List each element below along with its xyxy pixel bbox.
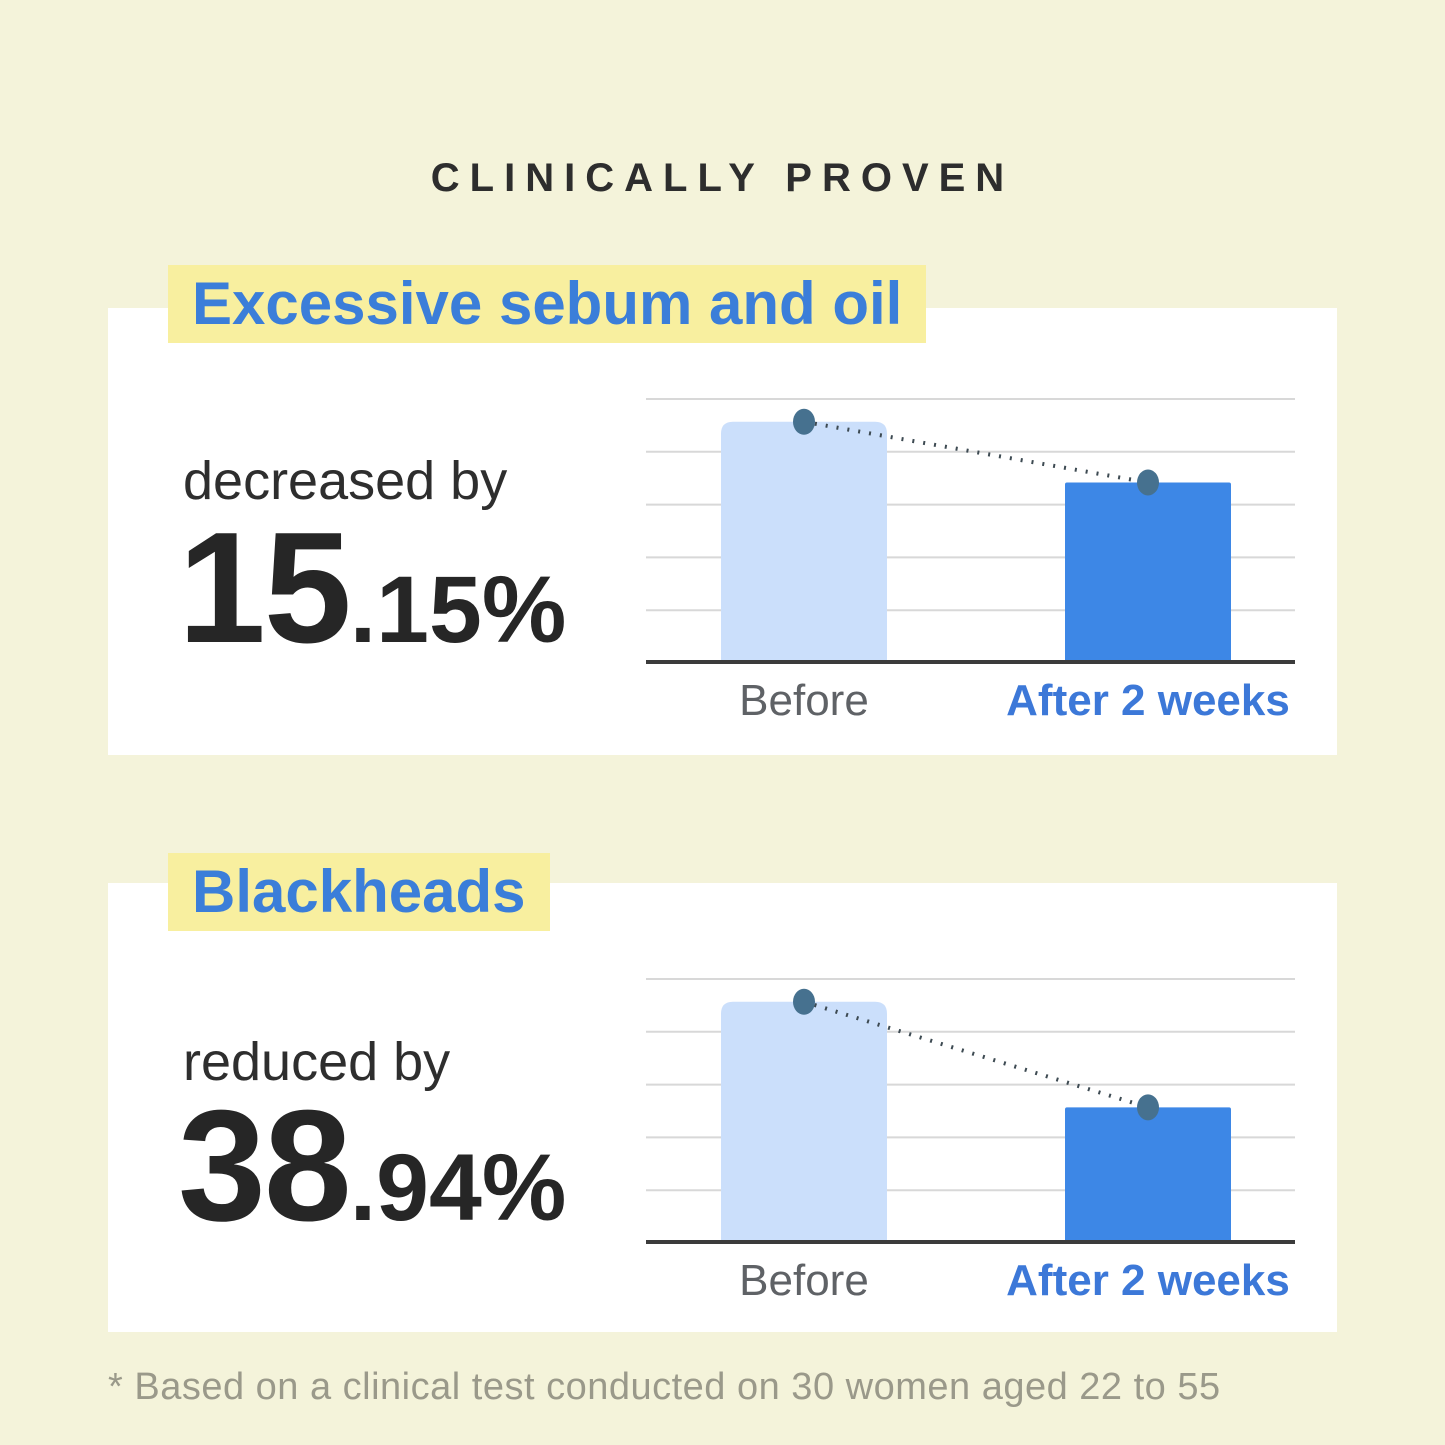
- blackheads-change-label: reduced by: [183, 1032, 451, 1092]
- sebum-heading-highlight: Excessive sebum and oil: [168, 265, 927, 343]
- sebum-percent-value: 15.15%: [178, 509, 566, 667]
- sebum-chart-plot: [646, 398, 1295, 668]
- blackheads-percent-fraction: .94%: [349, 1135, 567, 1241]
- sebum-after-label: After 2 weeks: [1006, 676, 1290, 725]
- footnote: * Based on a clinical test conducted on …: [108, 1366, 1221, 1408]
- sebum-bar-chart: Before After 2 weeks: [646, 398, 1295, 738]
- sebum-before-label: Before: [739, 676, 869, 725]
- blackheads-before-label: Before: [739, 1256, 869, 1305]
- blackheads-heading: Blackheads: [192, 858, 526, 925]
- sebum-percent-integer: 15: [178, 500, 352, 676]
- blackheads-heading-highlight: Blackheads: [168, 853, 550, 931]
- blackheads-after-label: After 2 weeks: [1006, 1256, 1290, 1305]
- page-title: CLINICALLY PROVEN: [430, 156, 1015, 200]
- sebum-card: decreased by 15.15% Before After 2 weeks: [108, 308, 1337, 755]
- sebum-percent-fraction: .15%: [349, 557, 567, 663]
- blackheads-bar-chart: Before After 2 weeks: [646, 978, 1295, 1318]
- blackheads-percent-value: 38.94%: [178, 1087, 566, 1245]
- blackheads-chart-plot: [646, 978, 1295, 1248]
- sebum-change-label: decreased by: [183, 451, 508, 511]
- blackheads-percent-integer: 38: [178, 1078, 352, 1254]
- blackheads-card: reduced by 38.94% Before After 2 weeks: [108, 883, 1337, 1332]
- sebum-heading: Excessive sebum and oil: [192, 270, 903, 337]
